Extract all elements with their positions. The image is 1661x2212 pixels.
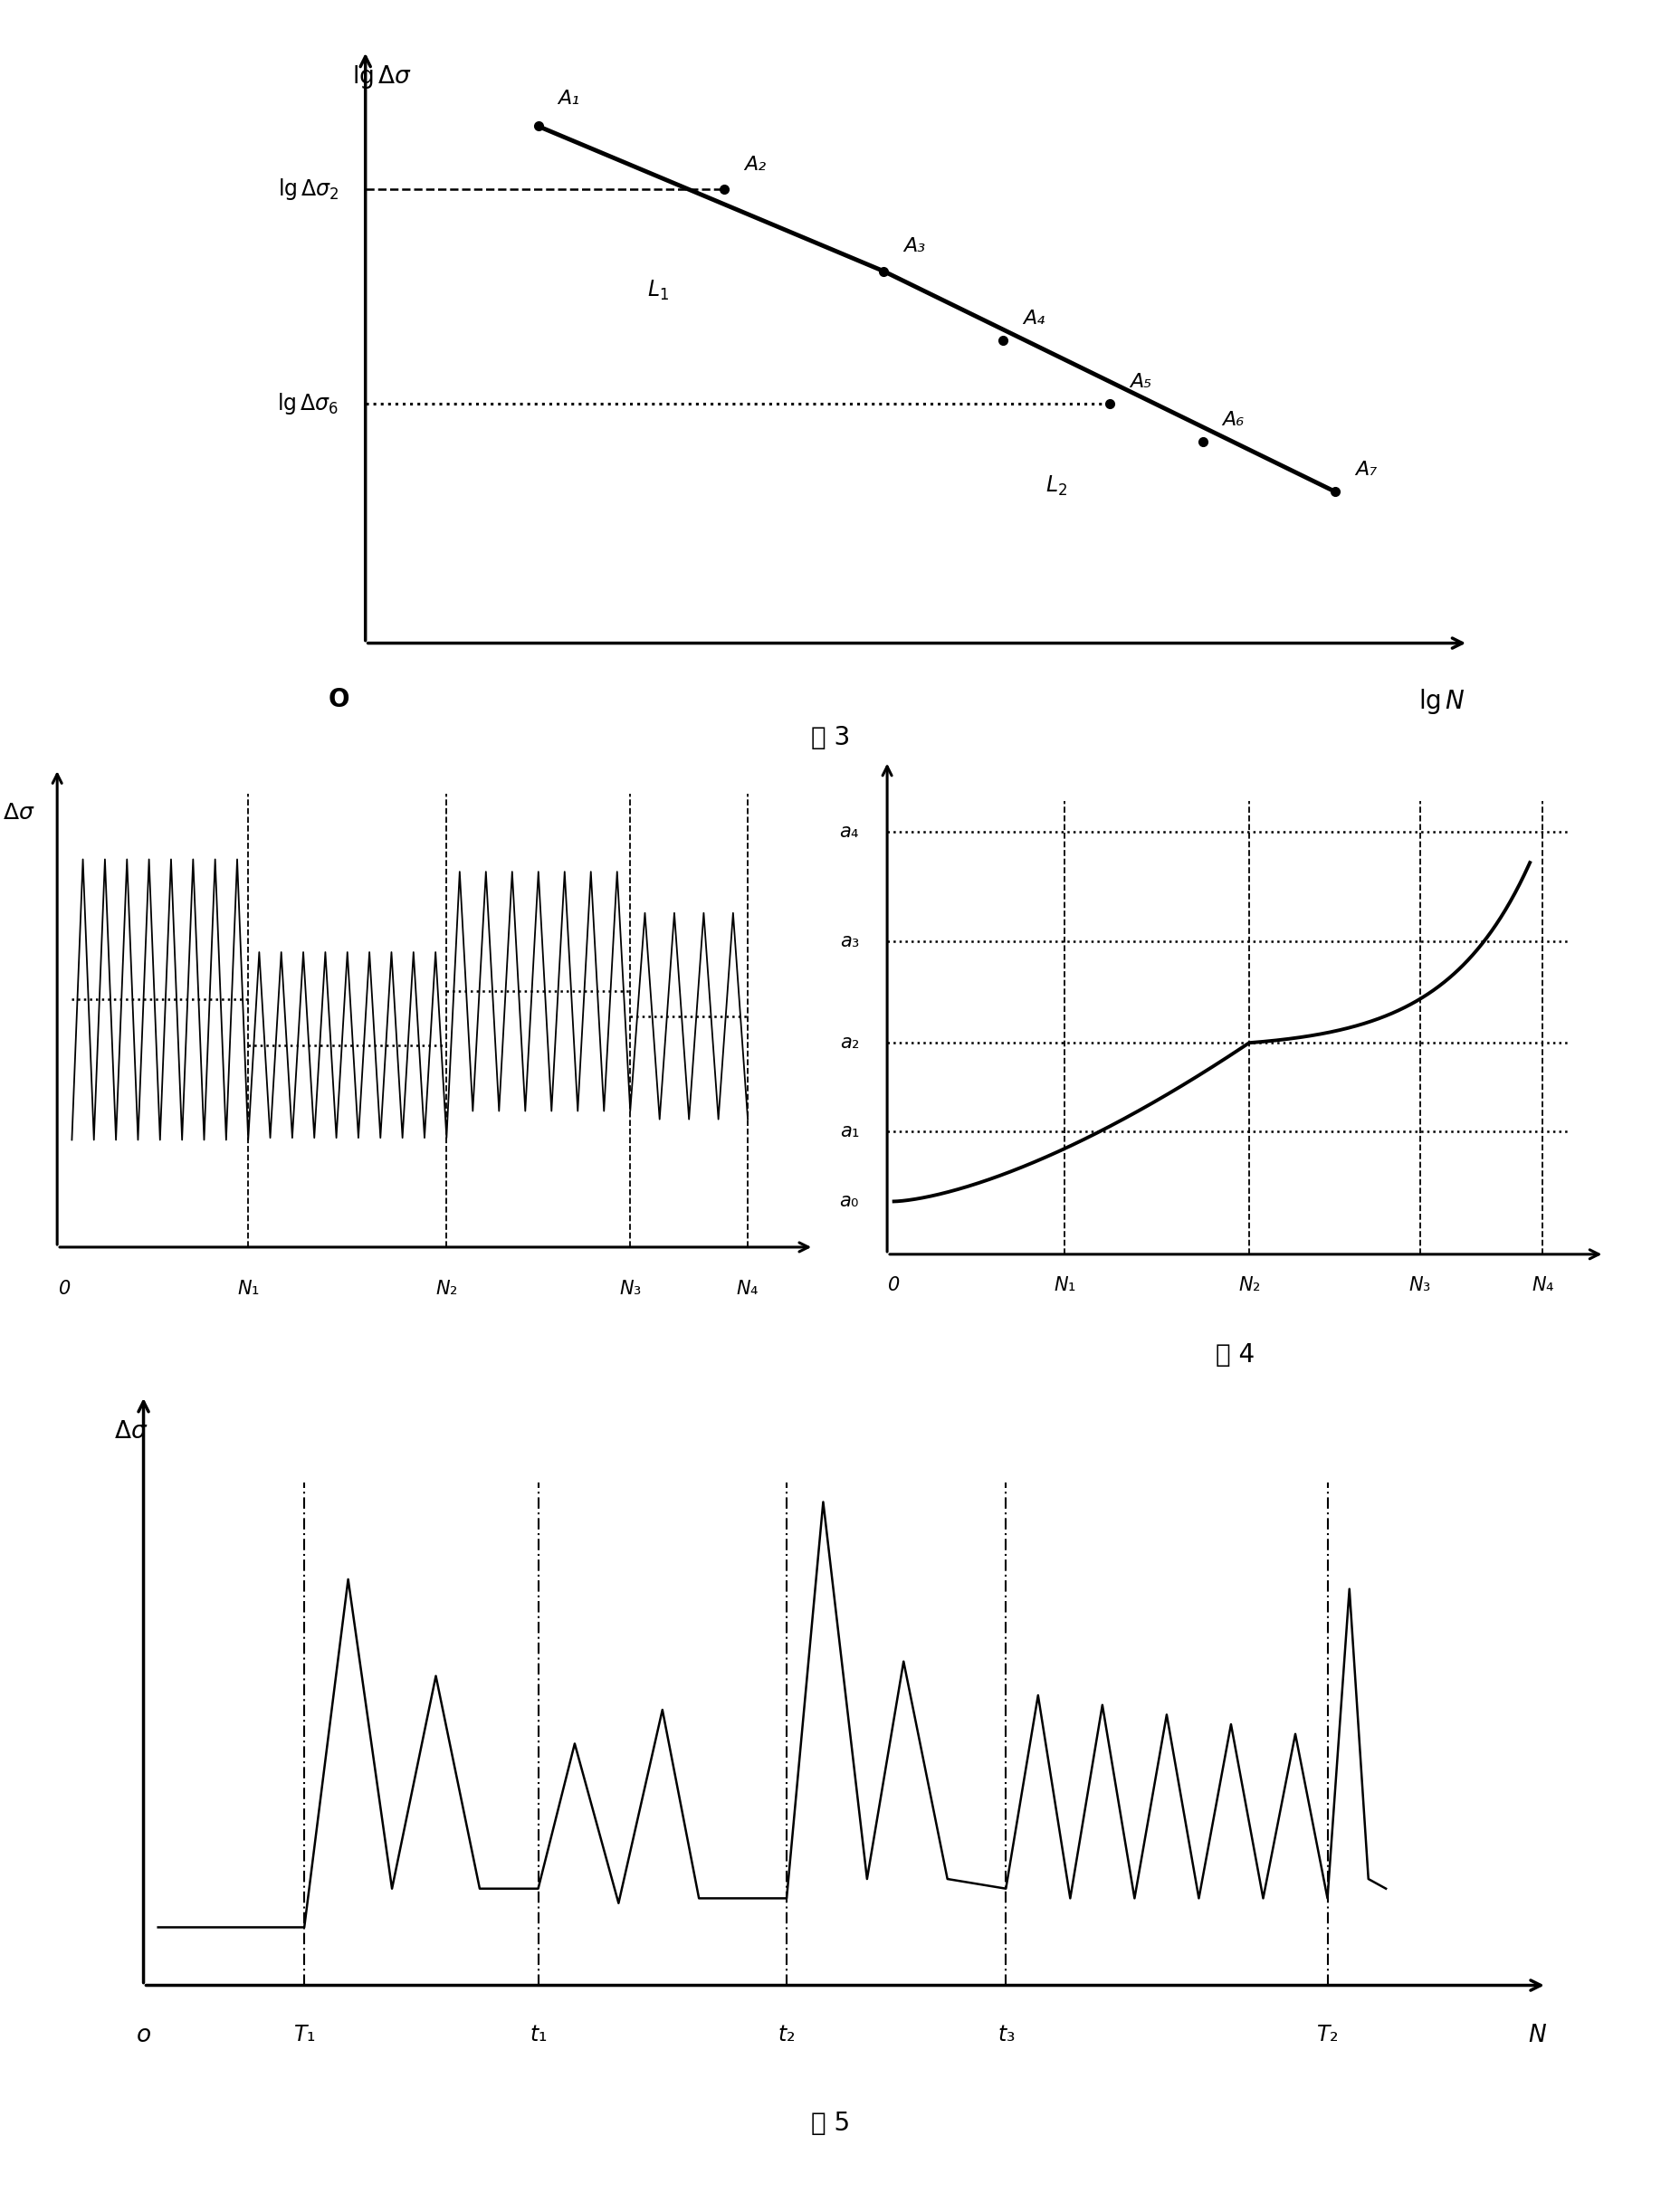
Text: $\lg\Delta\sigma_6$: $\lg\Delta\sigma_6$ xyxy=(277,392,339,416)
Text: A₁: A₁ xyxy=(558,88,580,106)
Text: $N₃$: $N₃$ xyxy=(1409,1276,1432,1294)
Text: $N₄$: $N₄$ xyxy=(1531,1276,1555,1294)
Text: $T₁$: $T₁$ xyxy=(294,2024,316,2046)
Text: $N₁$: $N₁$ xyxy=(1053,1276,1076,1294)
Text: $t₂$: $t₂$ xyxy=(777,2024,796,2046)
Text: $L_2$: $L_2$ xyxy=(1045,473,1068,498)
Text: 0: 0 xyxy=(58,1281,70,1298)
Text: $a₁$: $a₁$ xyxy=(840,1121,860,1139)
Text: $\lg\Delta\sigma_2$: $\lg\Delta\sigma_2$ xyxy=(277,177,339,201)
Text: $t₃$: $t₃$ xyxy=(997,2024,1015,2046)
Text: $N₂$: $N₂$ xyxy=(1237,1276,1261,1294)
Text: $\Delta\sigma$: $\Delta\sigma$ xyxy=(115,1420,148,1442)
Text: $a₄$: $a₄$ xyxy=(839,823,860,841)
Text: 图 4: 图 4 xyxy=(1216,1343,1256,1367)
Text: A₇: A₇ xyxy=(1355,460,1377,480)
Text: $\Delta\sigma$: $\Delta\sigma$ xyxy=(3,801,35,823)
Text: $\lg\Delta\sigma$: $\lg\Delta\sigma$ xyxy=(352,64,412,91)
Text: A₃: A₃ xyxy=(904,237,925,254)
Text: $a₃$: $a₃$ xyxy=(840,933,860,951)
Text: $L_1$: $L_1$ xyxy=(646,279,669,303)
Text: $t₁$: $t₁$ xyxy=(530,2024,546,2046)
Text: $T₂$: $T₂$ xyxy=(1317,2024,1339,2046)
Text: $a₀$: $a₀$ xyxy=(839,1192,860,1210)
Text: A₄: A₄ xyxy=(1023,310,1045,327)
Text: $N$: $N$ xyxy=(1528,2024,1546,2048)
Text: $N₂$: $N₂$ xyxy=(435,1281,458,1298)
Text: $o$: $o$ xyxy=(136,2024,151,2048)
Text: $N₁$: $N₁$ xyxy=(238,1281,259,1298)
Text: A₂: A₂ xyxy=(744,155,766,173)
Text: $a₂$: $a₂$ xyxy=(840,1033,860,1053)
Text: 图 5: 图 5 xyxy=(811,2110,850,2137)
Text: $\lg N$: $\lg N$ xyxy=(1418,688,1465,717)
Text: $\mathbf{O}$: $\mathbf{O}$ xyxy=(327,688,350,712)
Text: $N₄$: $N₄$ xyxy=(736,1281,759,1298)
Text: $N₃$: $N₃$ xyxy=(620,1281,641,1298)
Text: 0: 0 xyxy=(889,1276,900,1294)
Text: 图 3: 图 3 xyxy=(811,726,850,750)
Text: A₆: A₆ xyxy=(1222,411,1244,429)
Text: A₅: A₅ xyxy=(1129,374,1151,392)
